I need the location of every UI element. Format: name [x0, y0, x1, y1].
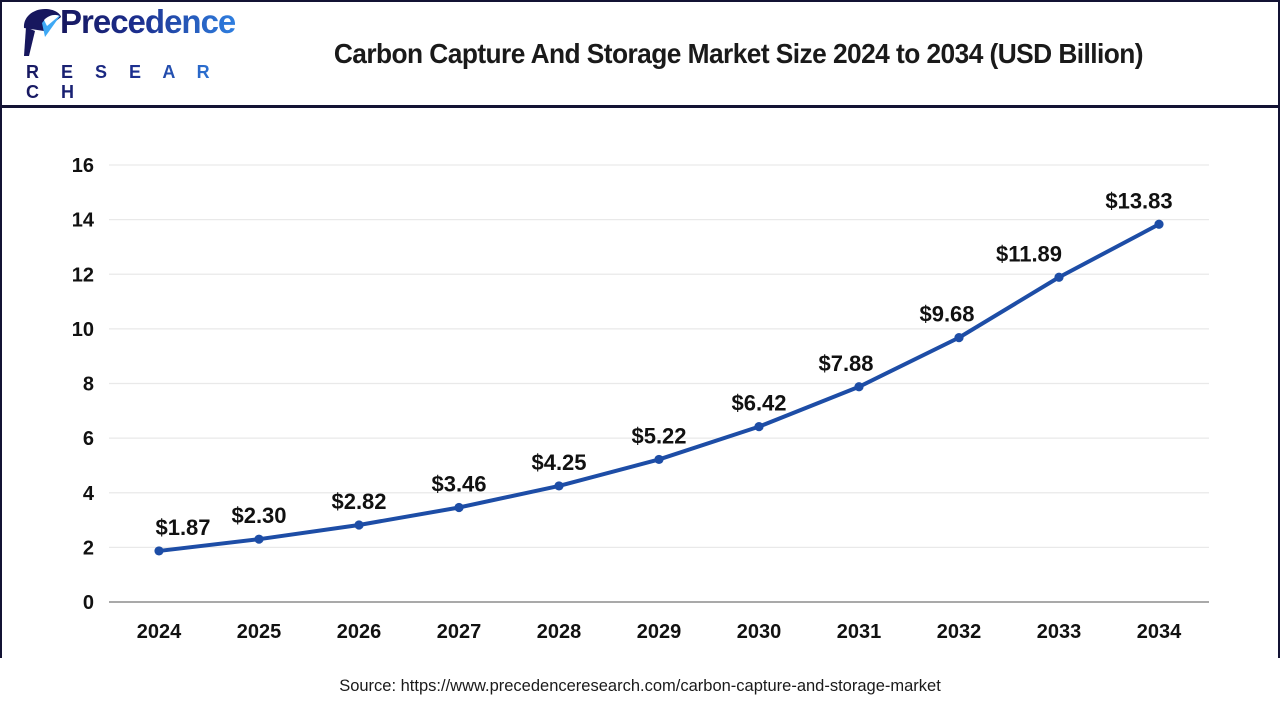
data-point — [754, 422, 764, 432]
y-tick-label: 10 — [72, 319, 94, 341]
logo-wordmark: Precedence — [60, 2, 236, 40]
y-tick-label: 14 — [72, 210, 95, 232]
data-point-label: $2.82 — [331, 489, 386, 514]
y-tick-label: 4 — [83, 483, 95, 505]
x-tick-label: 2025 — [237, 621, 282, 643]
x-tick-label: 2030 — [737, 621, 782, 643]
data-point — [454, 502, 464, 513]
data-point-label: $5.22 — [631, 423, 686, 448]
data-point — [1054, 272, 1064, 282]
data-point-label: $4.25 — [531, 450, 586, 475]
x-tick-label: 2027 — [437, 621, 482, 643]
series-line — [157, 222, 1161, 553]
x-tick-label: 2024 — [137, 621, 182, 643]
header: Precedence R E S E A R C H Carbon Captur… — [2, 2, 1278, 108]
x-tick-label: 2029 — [637, 621, 682, 643]
logo-subtitle: R E S E A R C H — [20, 62, 226, 103]
data-point-label: $6.42 — [731, 391, 786, 416]
y-tick-label: 2 — [83, 537, 94, 559]
data-point-label: $3.46 — [431, 471, 486, 496]
x-tick-label: 2032 — [937, 621, 982, 643]
data-point-label: $13.83 — [1105, 188, 1172, 213]
data-point-label: $11.89 — [996, 241, 1062, 266]
chart-frame: Precedence R E S E A R C H Carbon Captur… — [0, 0, 1280, 658]
x-tick-label: 2031 — [837, 621, 882, 643]
y-tick-label: 8 — [83, 374, 94, 396]
data-point — [854, 382, 864, 392]
precedence-logo: Precedence R E S E A R C H — [2, 5, 236, 103]
y-tick-label: 0 — [83, 592, 94, 614]
x-tick-label: 2033 — [1037, 621, 1082, 643]
chart-area: 0 2 4 6 8 10 12 14 16 2024 2025 2026 2027 2028 2029 203… — [4, 110, 1280, 660]
data-point-label: $9.68 — [919, 302, 974, 327]
x-tick-label: 2034 — [1137, 621, 1182, 643]
y-tick-label: 6 — [83, 428, 94, 450]
page-title-wrap: Carbon Capture And Storage Market Size 2… — [226, 38, 1278, 70]
data-point — [354, 520, 364, 530]
data-point — [254, 534, 264, 544]
line-chart: 0 2 4 6 8 10 12 14 16 2024 2025 2026 2027 2028 2029 203… — [72, 155, 1209, 643]
data-point — [154, 546, 164, 556]
data-point — [1154, 219, 1164, 229]
y-tick-label: 16 — [72, 155, 94, 177]
source-text: Source: https://www.precedenceresearch.c… — [339, 677, 941, 695]
data-point-label: $2.30 — [231, 503, 286, 528]
x-tick-label: 2026 — [337, 621, 382, 643]
data-point-label: $1.87 — [155, 515, 210, 540]
data-point — [954, 333, 964, 343]
x-tick-label: 2028 — [537, 621, 582, 643]
logo-sail-icon — [20, 7, 62, 62]
data-point — [554, 481, 564, 491]
y-tick-label: 12 — [72, 264, 94, 286]
data-point-label: $7.88 — [818, 351, 873, 376]
data-point — [654, 454, 664, 465]
page-title: Carbon Capture And Storage Market Size 2… — [333, 37, 1143, 69]
